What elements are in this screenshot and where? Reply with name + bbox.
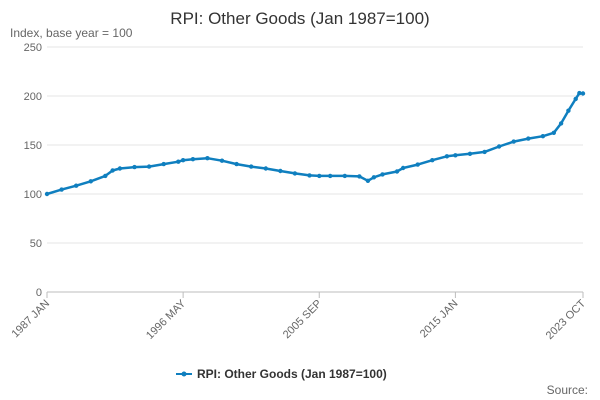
- gridlines: [47, 46, 583, 244]
- data-point: [566, 108, 571, 113]
- data-point: [146, 164, 152, 169]
- data-point: [103, 173, 108, 179]
- data-point: [444, 154, 450, 159]
- data-point: [400, 165, 406, 171]
- data-point: [394, 169, 400, 174]
- data-point: [88, 179, 94, 184]
- data-point: [44, 191, 50, 197]
- data-point: [219, 158, 225, 163]
- data-point: [176, 159, 181, 164]
- y-tick-label: 150: [24, 140, 42, 152]
- data-point: [380, 172, 385, 177]
- data-point: [278, 168, 283, 174]
- data-point: [342, 173, 347, 179]
- source-label: Source:: [547, 383, 588, 397]
- data-point: [307, 173, 312, 178]
- data-point: [357, 174, 362, 179]
- x-tick-label: 1987 JAN: [9, 298, 52, 341]
- legend-marker: [181, 371, 187, 377]
- data-point: [526, 136, 531, 141]
- data-point: [317, 173, 322, 179]
- data-point: [190, 157, 196, 162]
- data-point: [511, 139, 516, 144]
- data-point: [180, 158, 186, 163]
- data-point: [59, 187, 64, 192]
- data-point: [132, 164, 137, 170]
- y-tick-label: 200: [24, 91, 42, 103]
- data-point: [365, 178, 371, 183]
- data-point: [234, 161, 239, 167]
- data-point: [577, 90, 582, 96]
- data-point: [540, 134, 546, 139]
- data-point: [292, 171, 298, 176]
- x-tick-label: 2005 SEP: [281, 298, 325, 342]
- data-point: [117, 166, 123, 171]
- data-point: [573, 96, 578, 102]
- legend: RPI: Other Goods (Jan 1987=100): [176, 367, 387, 381]
- series-line: [45, 91, 585, 196]
- y-tick-label: 100: [24, 189, 42, 201]
- data-point: [74, 183, 79, 188]
- x-tick-label: 2023 OCT: [544, 297, 589, 342]
- axes: 0 50 100 150 200 250 1987 JAN 1996 MAY 2005 SEP 2…: [9, 42, 588, 342]
- data-point: [263, 166, 268, 171]
- data-point: [558, 121, 564, 126]
- data-point: [496, 144, 502, 149]
- y-tick-label: 50: [30, 238, 42, 250]
- y-tick-label: 250: [24, 42, 42, 54]
- legend-label: RPI: Other Goods (Jan 1987=100): [197, 367, 387, 381]
- data-point: [415, 162, 420, 167]
- chart-title: RPI: Other Goods (Jan 1987=100): [170, 9, 429, 28]
- data-point: [453, 153, 458, 158]
- data-point: [328, 173, 333, 179]
- x-tick-label: 1996 MAY: [144, 297, 189, 342]
- data-point: [430, 158, 435, 163]
- data-point: [580, 91, 586, 96]
- data-point: [110, 168, 115, 173]
- data-point: [249, 164, 254, 169]
- y-tick-label: 0: [36, 287, 42, 299]
- data-point: [482, 149, 487, 155]
- x-tick-label: 2015 JAN: [418, 298, 461, 341]
- data-point: [551, 130, 556, 135]
- series-layer: [44, 90, 586, 197]
- data-point: [205, 156, 210, 161]
- data-point: [467, 151, 473, 156]
- data-point: [371, 175, 377, 180]
- y-axis-label: Index, base year = 100: [10, 26, 133, 40]
- data-point: [161, 161, 166, 167]
